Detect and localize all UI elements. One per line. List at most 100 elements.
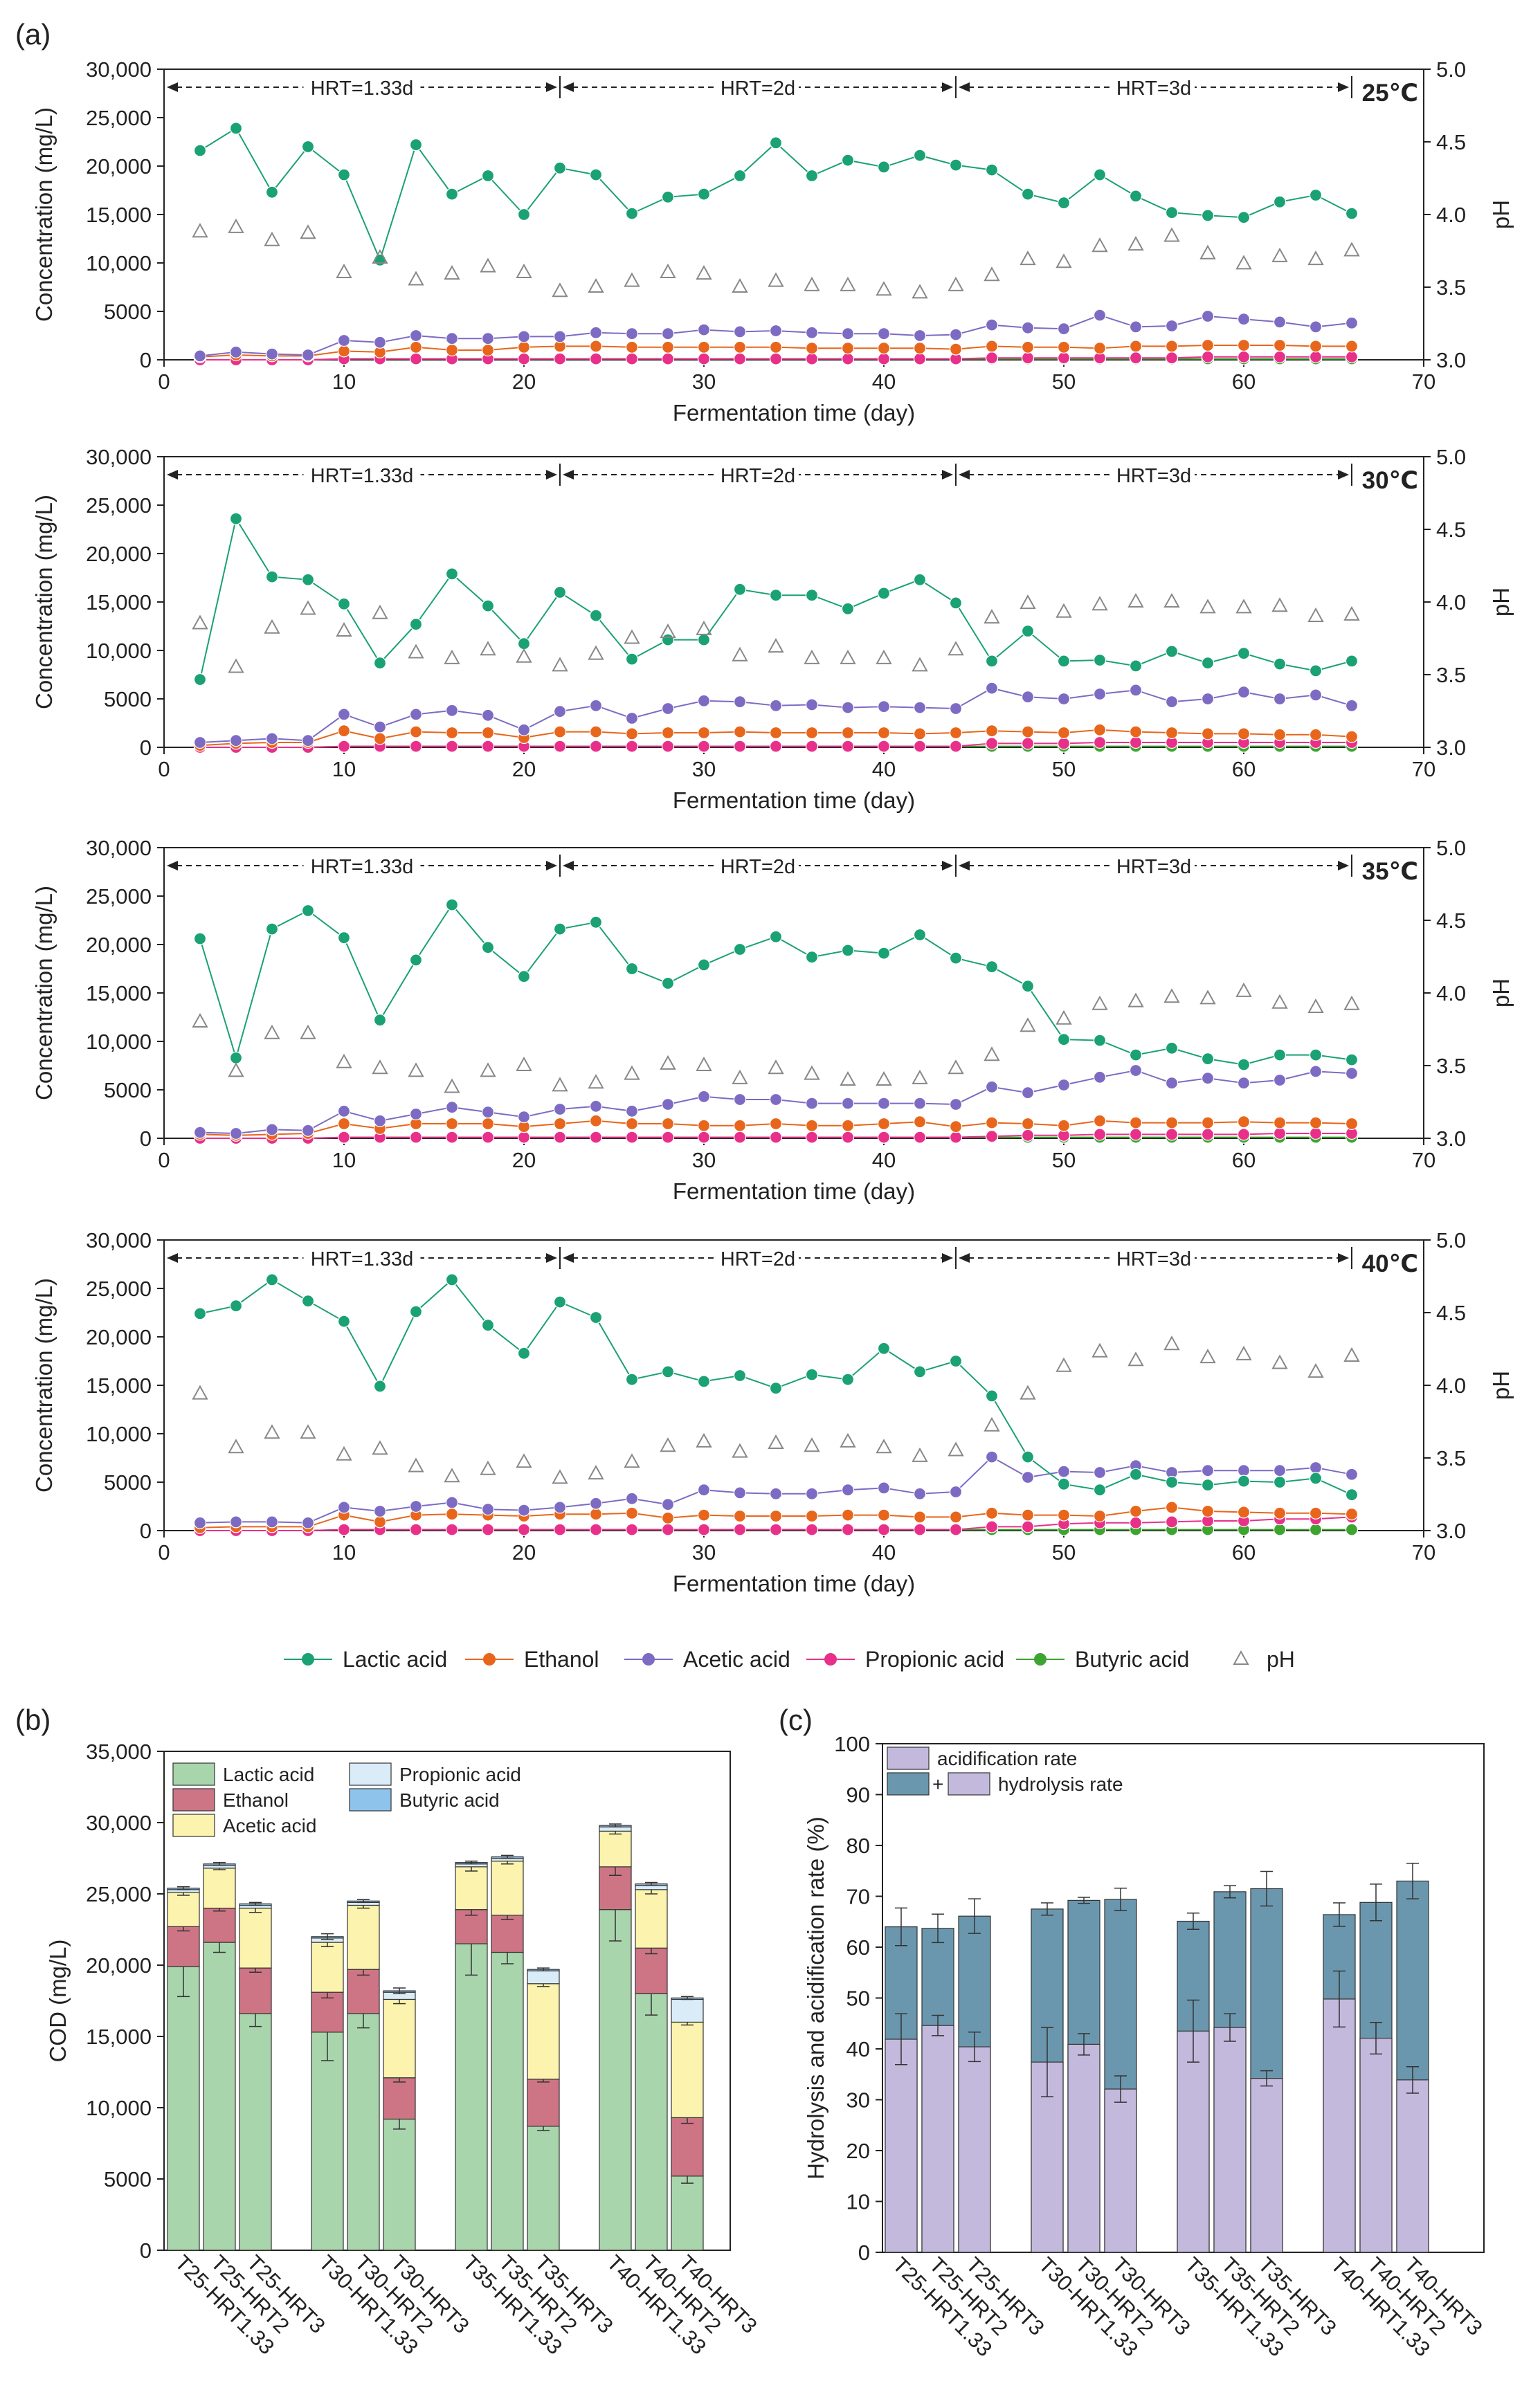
chart-a4-point-butyric-acid — [1345, 1523, 1359, 1536]
chart-a3-x-axis-title: Fermentation time (day) — [673, 1178, 915, 1204]
chart-c-y-tick-label: 100 — [834, 1732, 870, 1756]
chart-b-bar-ethanol — [527, 2079, 560, 2127]
chart-a1-point-acetic-acid — [769, 324, 783, 338]
chart-a2-x-axis-title: Fermentation time (day) — [673, 787, 915, 813]
chart-a3-point-ph — [408, 1062, 424, 1077]
chart-a3-point-lactic-acid — [661, 976, 675, 990]
chart-a2-point-ethanol — [625, 727, 639, 740]
chart-a1-point-propionic-acid — [913, 352, 927, 365]
chart-a3-point-ethanol — [1237, 1115, 1251, 1129]
chart-b-bar-propionic-acid — [671, 1998, 704, 2023]
chart-a4-point-propionic-acid — [481, 1523, 495, 1536]
chart-a1-point-lactic-acid — [229, 122, 243, 135]
chart-a1-x-tick-label: 10 — [332, 370, 356, 394]
chart-a2-y-tick-label: 15,000 — [86, 590, 152, 614]
chart-a1-point-ph — [660, 263, 676, 278]
chart-a2-point-propionic-acid — [445, 740, 459, 753]
chart-a4-point-acetic-acid — [445, 1496, 459, 1509]
chart-a2-point-ph — [804, 649, 820, 664]
chart-a1-y-tick-label: 25,000 — [86, 106, 152, 130]
chart-a4-point-lactic-acid — [733, 1369, 747, 1383]
chart-a2-point-lactic-acid — [1273, 657, 1287, 671]
chart-a3-point-acetic-acid — [445, 1101, 459, 1114]
chart-a1-hrt-label: HRT=2d — [721, 77, 795, 100]
chart-a2-hrt-arrow-head-right — [1338, 470, 1349, 480]
chart-a4-hrt-arrow-head-right — [546, 1253, 557, 1263]
chart-a4-point-acetic-acid — [1021, 1470, 1035, 1484]
chart-a1-point-ethanol — [1273, 338, 1287, 352]
chart-a4-point-ethanol — [877, 1508, 891, 1522]
chart-a1-point-ph — [1271, 247, 1288, 262]
chart-a1-y-tick-label: 5000 — [104, 300, 152, 324]
chart-a2-y-tick-label: 10,000 — [86, 639, 152, 663]
chart-a3-point-ph — [1127, 992, 1144, 1007]
chart-b-bar-ethanol — [635, 1947, 668, 1994]
chart-a3-point-acetic-acid — [769, 1093, 783, 1106]
chart-a3-point-ethanol — [1201, 1116, 1215, 1129]
chart-a3-point-propionic-acid — [697, 1131, 711, 1144]
chart-a1-point-lactic-acid — [985, 163, 999, 176]
chart-a3-point-propionic-acid — [841, 1131, 855, 1144]
chart-c-y-tick-label: 30 — [846, 2088, 870, 2113]
chart-b-legend-swatch — [172, 1788, 215, 1812]
chart-a4-point-ethanol — [445, 1508, 459, 1521]
chart-a3-frame — [163, 847, 1424, 1139]
chart-a2-point-ethanol — [445, 726, 459, 740]
chart-a1-point-ph — [228, 218, 244, 233]
chart-a3-point-lactic-acid — [589, 915, 603, 929]
chart-a4-point-propionic-acid — [661, 1523, 675, 1536]
chart-a4-point-ethanol — [661, 1511, 675, 1524]
chart-a3-point-propionic-acid — [1273, 1127, 1287, 1140]
chart-a1-point-ethanol — [589, 340, 603, 353]
chart-a2-hrt-label: HRT=1.33d — [311, 465, 414, 487]
chart-a4-point-acetic-acid — [337, 1501, 351, 1514]
chart-a1-y2-tick-label: 5.0 — [1436, 57, 1466, 82]
chart-a3-point-ethanol — [1021, 1117, 1035, 1131]
chart-b-bar-lactic-acid — [347, 2013, 380, 2251]
chart-b-legend-label: Lactic acid — [223, 1764, 314, 1785]
chart-a4-point-lactic-acid — [1129, 1468, 1143, 1481]
chart-a2-y2-tick-label: 3.0 — [1436, 736, 1466, 760]
chart-a4-point-lactic-acid — [1201, 1479, 1215, 1492]
chart-a4-point-acetic-acid — [841, 1484, 855, 1497]
chart-a3-x-tick-label: 30 — [692, 1148, 716, 1172]
chart-a4-hrt-label-bg — [717, 1244, 799, 1272]
chart-a2-point-acetic-acid — [1021, 691, 1035, 704]
chart-a3-point-acetic-acid — [1273, 1073, 1287, 1087]
chart-a4-point-propionic-acid — [625, 1523, 639, 1536]
chart-a1-point-propionic-acid — [1057, 352, 1071, 365]
chart-a1-point-ph — [1307, 250, 1324, 266]
chart-a2-point-ph — [876, 649, 892, 664]
chart-b-bar-ethanol — [347, 1969, 380, 2014]
chart-a2-point-acetic-acid — [661, 702, 675, 715]
chart-a3-point-acetic-acid — [625, 1104, 639, 1118]
chart-a1-point-lactic-acid — [265, 185, 279, 199]
chart-a4-point-acetic-acid — [481, 1503, 495, 1516]
chart-c-legend-label-hydrolysis: hydrolysis rate — [998, 1773, 1123, 1795]
chart-a4-point-lactic-acid — [805, 1368, 819, 1381]
chart-a3-point-ph — [1343, 995, 1360, 1010]
chart-a2-hrt-label: HRT=2d — [721, 465, 795, 487]
chart-a1-point-acetic-acid — [877, 327, 891, 340]
chart-a3-point-propionic-acid — [1129, 1128, 1143, 1141]
chart-a3-point-ethanol — [877, 1117, 891, 1131]
chart-a1-point-propionic-acid — [805, 352, 819, 365]
chart-a1-y2-tick-label: 4.5 — [1436, 130, 1466, 154]
chart-a4-point-propionic-acid — [589, 1523, 603, 1536]
chart-a4-point-lactic-acid — [625, 1373, 639, 1386]
chart-a1-point-lactic-acid — [409, 138, 423, 152]
chart-a2-point-ph — [984, 609, 1000, 624]
chart-a2-point-ethanol — [1309, 728, 1323, 741]
chart-b-legend-label: Butyric acid — [399, 1789, 500, 1811]
chart-a3-point-propionic-acid — [805, 1131, 819, 1144]
chart-a3-point-propionic-acid — [1021, 1129, 1035, 1142]
chart-a3-hrt-arrow-head-left — [959, 861, 970, 870]
chart-a2-point-lactic-acid — [1237, 647, 1251, 660]
chart-a4-point-propionic-acid — [841, 1523, 855, 1536]
chart-a2-point-ethanol — [877, 726, 891, 740]
chart-b-legend-swatch — [349, 1762, 392, 1786]
chart-b-bar-lactic-acid — [491, 1951, 524, 2251]
chart-a2-point-lactic-acid — [409, 618, 423, 631]
chart-a4-point-ethanol — [373, 1515, 387, 1529]
